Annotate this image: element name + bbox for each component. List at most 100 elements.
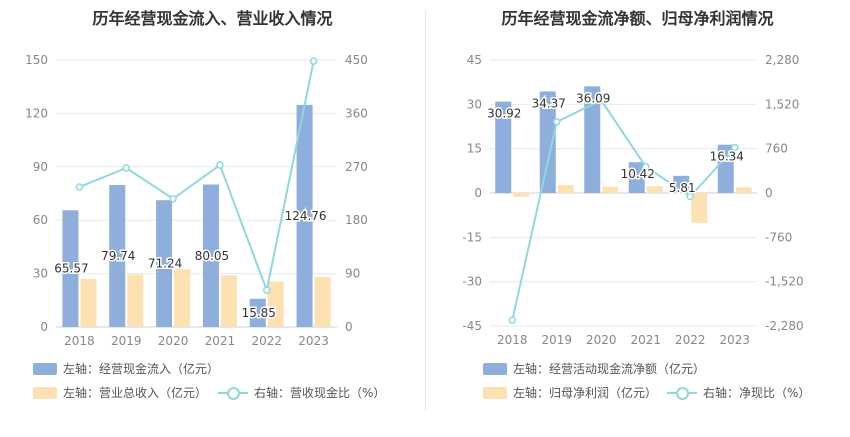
chart-title: 历年经营现金流净额、归母净利润情况 <box>501 9 774 28</box>
bar-series1 <box>109 185 126 327</box>
chart-panel-net-cash: 历年经营现金流净额、归母净利润情况 -45 -2,280 -30 -1,520 -15-… <box>425 0 850 437</box>
bar-series2 <box>646 186 663 193</box>
right-axis-tick-label: 0 <box>765 186 773 200</box>
legend-swatch-icon <box>33 362 57 375</box>
line-point <box>642 163 650 171</box>
x-axis-tick-label: 2021 <box>205 334 236 348</box>
bar-series2 <box>80 278 97 327</box>
right-axis-tick-label: 180 <box>345 213 368 227</box>
line-series <box>79 60 315 294</box>
right-axis-tick-label: 90 <box>345 267 360 281</box>
chart-title: 历年经营现金流入、营业收入情况 <box>92 9 333 28</box>
bar-data-label: 65.57 <box>54 262 88 276</box>
bar-series2 <box>267 281 284 327</box>
bar-series2 <box>557 185 574 193</box>
legend-item-bar2[interactable]: 左轴：营业总收入（亿元） <box>33 384 207 401</box>
line-point <box>686 192 694 201</box>
left-axis-tick-label: -15 <box>462 230 482 244</box>
bar-data-label: 10.42 <box>621 167 655 181</box>
bar-series2 <box>735 187 752 193</box>
right-axis-tick-label: 0 <box>345 320 353 334</box>
bar-data-label: 5.81 <box>669 181 696 195</box>
legend-line-circle-icon <box>218 386 248 400</box>
bar-data-label: 36.09 <box>576 91 610 105</box>
left-axis-tick-label: 30 <box>33 267 48 281</box>
bar-series1 <box>202 184 219 327</box>
bar-data-label: 124.76 <box>285 209 327 223</box>
right-axis-tick-label: 760 <box>765 142 788 156</box>
right-axis-tick-label: -1,520 <box>765 275 804 289</box>
x-axis-tick-label: 2023 <box>298 334 329 348</box>
bar-series1 <box>584 86 601 193</box>
right-axis-tick-label: 360 <box>345 106 368 120</box>
legend-line-circle-icon <box>667 386 697 400</box>
line-point <box>122 164 130 172</box>
bar-series2 <box>220 275 237 327</box>
x-axis-tick-label: 2022 <box>675 333 706 347</box>
left-axis-tick-label: 150 <box>25 53 48 67</box>
bar-series1 <box>495 101 512 193</box>
left-axis-tick-label: 45 <box>467 53 482 67</box>
bar-series2 <box>174 269 191 327</box>
legend-item-line[interactable]: 右轴：净现比（%） <box>667 384 810 401</box>
legend-label: 右轴：营收现金比（%） <box>254 386 386 400</box>
line-point <box>263 286 271 294</box>
legend-label: 左轴：归母净利润（亿元） <box>513 386 658 400</box>
x-axis-tick-label: 2018 <box>497 333 528 347</box>
bar-data-label: 34.37 <box>532 96 566 110</box>
legend-item-bar1[interactable]: 左轴：经营现金流入（亿元） <box>33 360 219 377</box>
line-point <box>508 316 516 324</box>
chart-svg: 0 0 30 90 60 180 90 270 120 360 150 450 2018 2019 2020… <box>25 53 368 348</box>
left-axis-tick-label: 30 <box>467 97 482 111</box>
x-axis-tick-label: 2018 <box>64 334 95 348</box>
line-point <box>731 143 739 152</box>
right-axis-tick-label: 1,520 <box>765 97 799 111</box>
x-axis-tick-label: 2019 <box>541 333 572 347</box>
line-point <box>553 118 561 126</box>
legend-item-line[interactable]: 右轴：营收现金比（%） <box>218 384 385 401</box>
bar-series1 <box>62 210 79 327</box>
x-axis-tick-label: 2021 <box>630 333 661 347</box>
right-axis-tick-label: 450 <box>345 53 368 67</box>
line-point <box>309 57 318 65</box>
bar-series1 <box>296 104 313 327</box>
bar-series2 <box>691 193 708 223</box>
bar-series1 <box>628 162 645 193</box>
bar-series2 <box>513 193 530 197</box>
left-axis-tick-label: 15 <box>467 142 482 156</box>
line-point <box>75 183 84 191</box>
bar-series1 <box>249 298 266 327</box>
left-axis-tick-label: 120 <box>25 106 48 120</box>
chart-svg: -45 -2,280 -30 -1,520 -15 -760 0 0 15 760 30 1,520 4… <box>462 53 804 347</box>
left-axis-tick-label: 90 <box>33 160 48 174</box>
bar-data-label: 71.24 <box>148 257 182 271</box>
left-axis-tick-label: -45 <box>462 319 482 333</box>
chart-panel-cash-inflow: 历年经营现金流入、营业收入情况 0 0 30 90 60 180 90 270 120 360 15… <box>25 9 385 401</box>
bar-data-label: 30.92 <box>487 107 521 121</box>
right-axis-tick-label: -760 <box>765 230 792 244</box>
legend-label: 左轴：经营现金流入（亿元） <box>63 362 220 376</box>
left-axis-tick-label: -30 <box>462 275 482 289</box>
line-point <box>597 96 605 104</box>
bar-data-label: 16.34 <box>710 150 744 164</box>
right-axis-tick-label: -2,280 <box>765 319 804 333</box>
bar-series1 <box>717 144 734 193</box>
x-axis-tick-label: 2020 <box>158 334 189 348</box>
legend-item-bar1[interactable]: 左轴：经营活动现金流净额（亿元） <box>483 360 705 377</box>
panel-divider <box>425 10 426 410</box>
legend-swatch-icon <box>483 362 507 375</box>
x-axis-tick-label: 2022 <box>251 334 282 348</box>
legend-item-bar2[interactable]: 左轴：归母净利润（亿元） <box>483 384 657 401</box>
bar-series2 <box>602 186 619 193</box>
bar-series2 <box>127 274 144 327</box>
legend-swatch-icon <box>483 386 507 399</box>
line-point <box>169 195 177 203</box>
left-axis-tick-label: 60 <box>33 213 48 227</box>
legend-label: 左轴：经营活动现金流净额（亿元） <box>513 362 706 376</box>
legend-label: 左轴：营业总收入（亿元） <box>63 386 208 400</box>
bar-data-label: 79.74 <box>101 249 135 263</box>
bar-data-label: 80.05 <box>195 249 229 263</box>
left-axis-tick-label: 0 <box>474 186 482 200</box>
right-axis-tick-label: 2,280 <box>765 53 799 67</box>
bar-series1 <box>539 91 556 193</box>
